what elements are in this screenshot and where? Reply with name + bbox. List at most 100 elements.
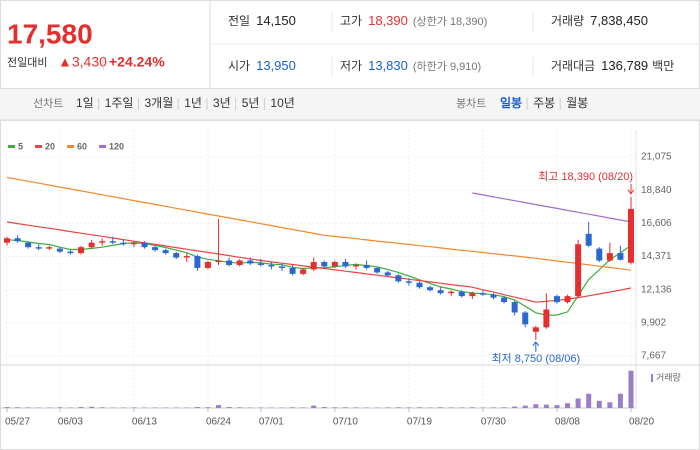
stat: 거래대금 136,789 백만 bbox=[551, 58, 674, 73]
candle-period-button[interactable]: 주봉 bbox=[533, 96, 555, 110]
candle-body bbox=[596, 248, 603, 261]
candle-body bbox=[152, 247, 159, 251]
stat-unit: 백만 bbox=[652, 59, 674, 73]
candle-body bbox=[617, 253, 624, 260]
candle-body bbox=[479, 293, 486, 295]
volume-bar bbox=[342, 407, 348, 408]
candle-body bbox=[14, 238, 21, 242]
stat-label: 저가 bbox=[340, 59, 362, 73]
candle-body bbox=[427, 287, 434, 291]
stat: 저가 13,830 (하한가 9,910) bbox=[340, 58, 481, 73]
volume-bar bbox=[416, 407, 422, 408]
candle-body bbox=[585, 233, 592, 246]
volume-bar bbox=[406, 407, 412, 408]
moving-average bbox=[6, 221, 632, 303]
candle-body bbox=[99, 241, 106, 243]
stat-label: 거래량 bbox=[551, 14, 584, 28]
candle-body bbox=[109, 241, 116, 243]
stat-value: 14,150 bbox=[256, 13, 296, 28]
candle-body bbox=[56, 248, 63, 252]
x-tick-label: 07/01 bbox=[259, 417, 284, 428]
candle-body bbox=[437, 290, 444, 294]
candle-period-button[interactable]: 월봉 bbox=[566, 96, 588, 110]
stat-value: 136,789 bbox=[601, 58, 648, 73]
legend-label: 5 bbox=[18, 141, 23, 151]
candle-body bbox=[405, 281, 412, 283]
stat: 시가 13,950 bbox=[228, 58, 296, 73]
candle-body bbox=[374, 267, 381, 273]
moving-average bbox=[6, 176, 632, 271]
stat-value: 13,950 bbox=[256, 58, 296, 73]
volume-bar bbox=[216, 405, 222, 408]
change-label: 전일대비 bbox=[7, 55, 47, 69]
legend-swatch bbox=[8, 145, 15, 148]
candle-period-button[interactable]: 일봉 bbox=[500, 96, 522, 110]
period-button[interactable]: 1일 bbox=[76, 96, 94, 110]
volume-bar bbox=[607, 402, 613, 408]
stat: 고가 18,390 (상한가 18,390) bbox=[340, 13, 487, 28]
volume-bar bbox=[25, 407, 31, 408]
period-button[interactable]: 3개월 bbox=[144, 96, 173, 110]
volume-bar bbox=[131, 407, 137, 408]
candle-body bbox=[204, 262, 211, 268]
x-tick-label: 08/20 bbox=[629, 417, 654, 428]
x-tick-label: 05/27 bbox=[5, 417, 30, 428]
current-price: 17,580 bbox=[7, 18, 93, 49]
legend-label: 60 bbox=[77, 141, 87, 151]
stat-note: (상한가 18,390) bbox=[413, 15, 487, 28]
volume-bar bbox=[321, 407, 327, 408]
candle-body bbox=[511, 302, 518, 313]
candle-body bbox=[173, 253, 180, 258]
moving-average bbox=[472, 192, 632, 223]
period-button[interactable]: 1주일 bbox=[105, 96, 134, 110]
legend-swatch bbox=[67, 145, 75, 148]
candle-body bbox=[395, 275, 402, 282]
candle-chart-label: 봉차트 bbox=[456, 97, 486, 110]
volume-bar bbox=[469, 407, 475, 408]
stat-value: 7,838,450 bbox=[590, 13, 648, 28]
stat: 전일 14,150 bbox=[228, 13, 296, 28]
candle-body bbox=[321, 262, 328, 267]
volume-bar bbox=[237, 407, 243, 408]
volume-bar bbox=[205, 407, 211, 408]
candle-body bbox=[247, 260, 254, 264]
candle-body bbox=[564, 296, 571, 303]
volume-bar bbox=[332, 407, 338, 408]
x-tick-label: 07/30 bbox=[481, 417, 506, 428]
candle-body bbox=[194, 256, 201, 268]
candle-body bbox=[46, 247, 53, 249]
candle-body bbox=[236, 260, 243, 265]
volume-bar bbox=[4, 407, 10, 408]
low-annotation: 최저 8,750 (08/06) bbox=[491, 352, 580, 365]
y-tick-label: 21,075 bbox=[641, 152, 672, 163]
stat-note: (하한가 9,910) bbox=[413, 59, 481, 73]
candle-body bbox=[141, 242, 148, 248]
candle-body bbox=[120, 242, 127, 245]
volume-bar bbox=[533, 404, 539, 408]
period-button[interactable]: 3년 bbox=[213, 96, 231, 110]
period-button[interactable]: 5년 bbox=[242, 96, 260, 110]
candle-body bbox=[522, 312, 529, 325]
candle-body bbox=[606, 253, 613, 261]
candle-body bbox=[490, 294, 497, 298]
volume-bar bbox=[353, 407, 359, 408]
period-button[interactable]: 10년 bbox=[270, 96, 294, 110]
volume-bar bbox=[311, 405, 317, 408]
volume-legend-swatch bbox=[651, 374, 653, 382]
candle-body bbox=[310, 262, 317, 270]
high-arrow bbox=[627, 183, 635, 195]
volume-legend: 거래량 bbox=[656, 371, 681, 382]
period-button[interactable]: 1년 bbox=[184, 96, 202, 110]
volume-bar bbox=[522, 405, 528, 408]
volume-bar bbox=[300, 407, 306, 408]
volume-bar bbox=[448, 407, 454, 408]
volume-bar bbox=[491, 407, 497, 408]
stat-label: 시가 bbox=[228, 59, 250, 73]
volume-bar bbox=[501, 407, 507, 408]
volume-bar bbox=[617, 393, 623, 408]
candle-body bbox=[331, 262, 338, 267]
y-tick-label: 12,136 bbox=[641, 284, 672, 295]
candle-body bbox=[67, 251, 74, 254]
candle-body bbox=[469, 293, 476, 297]
volume-bar bbox=[226, 407, 232, 408]
